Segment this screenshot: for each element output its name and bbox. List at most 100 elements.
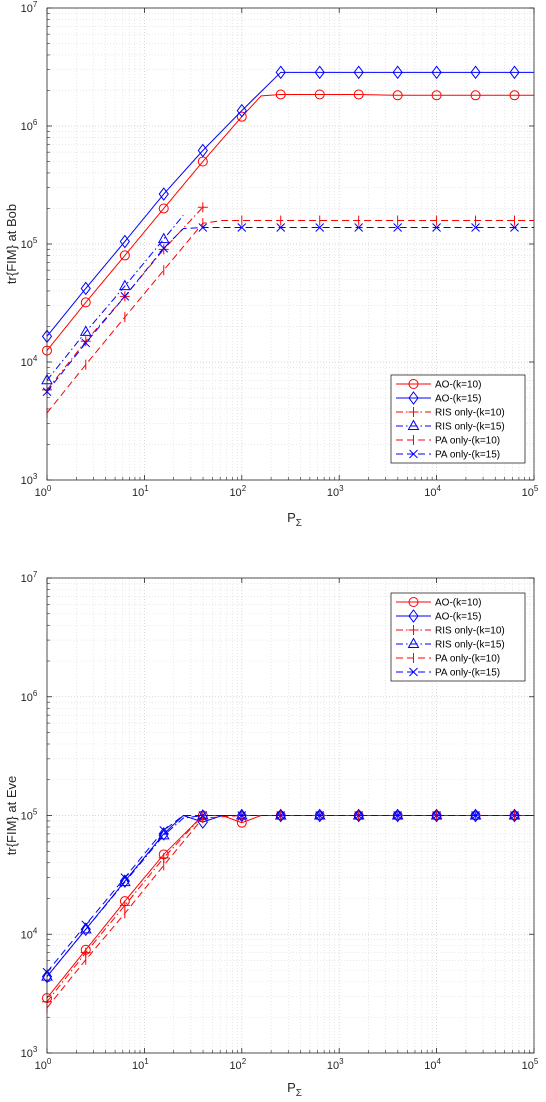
marker-x bbox=[198, 223, 208, 232]
marker-circle bbox=[119, 250, 130, 261]
marker-x bbox=[237, 223, 247, 232]
marker-triangle bbox=[407, 419, 420, 430]
y-tick-label: 103 bbox=[21, 472, 38, 487]
legend-item: AO-(k=10) bbox=[396, 379, 481, 391]
marker-x bbox=[432, 223, 441, 232]
marker-x bbox=[393, 811, 402, 820]
legend-label: AO-(k=15) bbox=[435, 612, 481, 623]
marker-x bbox=[120, 292, 130, 301]
x-tick-label: 100 bbox=[35, 484, 52, 499]
y-tick-label: 105 bbox=[21, 808, 38, 823]
x-tick-label: 105 bbox=[522, 484, 539, 499]
chart-bob: 100 101 102 103 104 105 103 104 105 106 107 PΣ tr{FI… bbox=[4, 0, 539, 529]
marker-diamond bbox=[431, 808, 442, 823]
legend: AO-(k=10) AO-(k=15) RIS only-(k=10) RIS onl… bbox=[390, 592, 526, 682]
marker-x bbox=[159, 825, 169, 835]
marker-circle bbox=[236, 111, 247, 122]
marker-triangle bbox=[407, 637, 420, 648]
marker-diamond bbox=[470, 65, 481, 80]
marker-x bbox=[409, 667, 418, 677]
y-tick-label: 104 bbox=[21, 926, 38, 941]
marker-x bbox=[510, 223, 519, 232]
marker-x bbox=[409, 449, 418, 459]
x-tick-label: 102 bbox=[229, 1057, 246, 1072]
marker-triangle bbox=[119, 279, 131, 291]
legend-label: RIS only-(k=15) bbox=[435, 640, 505, 651]
marker-x bbox=[315, 223, 325, 232]
legend-label: RIS only-(k=15) bbox=[435, 422, 505, 433]
legend-item: RIS only-(k=10) bbox=[396, 407, 505, 419]
x-tick-label: 101 bbox=[132, 484, 149, 499]
marker-triangle bbox=[79, 325, 92, 336]
marker-diamond bbox=[119, 234, 130, 249]
legend-label: PA only-(k=10) bbox=[435, 654, 500, 665]
marker-diamond bbox=[408, 609, 419, 623]
marker-triangle bbox=[119, 875, 131, 887]
marker-triangle bbox=[157, 232, 170, 244]
marker-x bbox=[432, 811, 441, 820]
legend-label: RIS only-(k=10) bbox=[435, 408, 505, 419]
x-axis-label: PΣ bbox=[287, 1080, 302, 1099]
marker-diamond bbox=[353, 808, 364, 823]
marker-diamond bbox=[275, 808, 286, 823]
marker-diamond bbox=[431, 65, 442, 80]
marker-x bbox=[315, 811, 325, 820]
y-tick-label: 106 bbox=[21, 689, 38, 704]
legend-label: RIS only-(k=10) bbox=[435, 626, 505, 637]
legend-item: AO-(k=15) bbox=[396, 391, 481, 405]
chart-eve: 100 101 102 103 104 105 103 104 105 106 107 PΣ tr{FI… bbox=[4, 570, 539, 1099]
marker-diamond bbox=[408, 391, 419, 405]
marker-circle bbox=[509, 90, 520, 101]
marker-plus bbox=[408, 407, 419, 417]
series-line bbox=[46, 815, 534, 973]
marker-triangle bbox=[157, 828, 170, 840]
marker-diamond bbox=[197, 143, 208, 158]
legend-label: AO-(k=10) bbox=[435, 380, 481, 391]
marker-circle bbox=[314, 89, 325, 100]
legend-item: PA only-(k=15) bbox=[396, 450, 500, 461]
marker-circle bbox=[431, 90, 442, 101]
marker-x bbox=[354, 223, 364, 232]
marker-x bbox=[120, 873, 130, 882]
x-tick-label: 101 bbox=[132, 1057, 149, 1072]
legend-item: AO-(k=10) bbox=[396, 597, 481, 609]
marker-diamond bbox=[470, 808, 481, 823]
marker-circle bbox=[408, 597, 419, 607]
marker-plus bbox=[197, 202, 208, 213]
legend-item: RIS only-(k=15) bbox=[396, 637, 505, 651]
marker-x bbox=[159, 243, 169, 253]
series-line bbox=[46, 215, 184, 381]
x-tick-label: 104 bbox=[424, 484, 441, 499]
legend-item: PA only-(k=15) bbox=[396, 668, 500, 679]
y-tick-label: 104 bbox=[21, 354, 38, 369]
marker-circle bbox=[158, 203, 169, 214]
legend-item: PA only-(k=10) bbox=[396, 435, 500, 447]
legend-item: AO-(k=15) bbox=[396, 609, 481, 623]
marker-diamond bbox=[158, 827, 169, 841]
marker-x bbox=[276, 223, 286, 232]
marker-circle bbox=[392, 90, 403, 101]
y-axis-label: tr{FIM} at Bob bbox=[4, 204, 19, 284]
x-tick-label: 102 bbox=[229, 484, 246, 499]
marker-diamond bbox=[392, 65, 403, 80]
marker-x bbox=[471, 811, 480, 820]
marker-x bbox=[81, 920, 91, 930]
y-tick-label: 107 bbox=[21, 0, 38, 15]
y-tick-label: 103 bbox=[21, 1045, 38, 1060]
legend-label: PA only-(k=15) bbox=[435, 450, 500, 461]
legend-label: PA only-(k=15) bbox=[435, 668, 500, 679]
marker-x bbox=[510, 811, 519, 820]
legend-box bbox=[390, 374, 526, 464]
marker-x bbox=[198, 811, 208, 820]
marker-circle bbox=[275, 89, 286, 100]
marker-diamond bbox=[314, 808, 325, 823]
marker-plus bbox=[80, 336, 91, 347]
legend: AO-(k=10) AO-(k=15) RIS only-(k=10) RIS onl… bbox=[390, 374, 526, 464]
marker-diamond bbox=[158, 187, 169, 201]
marker-x bbox=[81, 338, 91, 348]
marker-diamond bbox=[509, 808, 520, 823]
x-tick-label: 100 bbox=[35, 1057, 52, 1072]
x-tick-label: 105 bbox=[522, 1057, 539, 1072]
legend-item: RIS only-(k=10) bbox=[396, 625, 505, 637]
